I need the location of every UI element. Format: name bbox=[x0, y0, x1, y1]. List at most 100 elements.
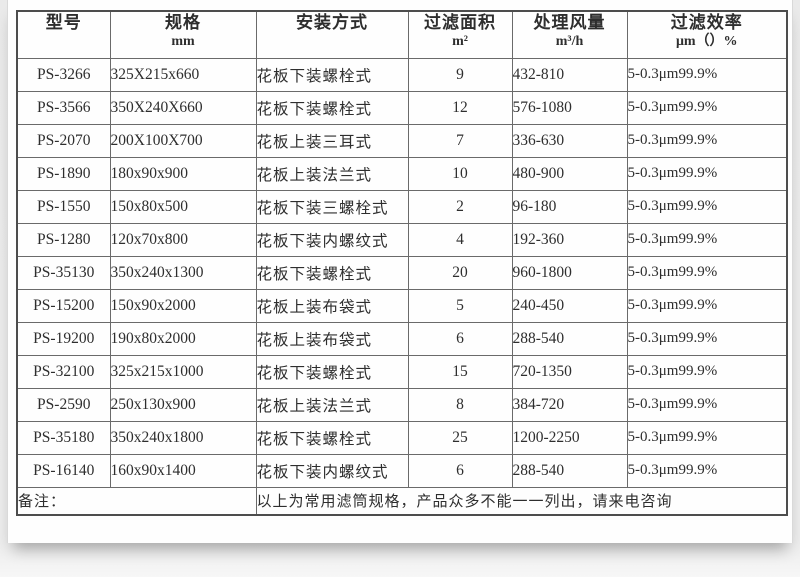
cell-spec: 250x130x900 bbox=[109, 387, 257, 422]
cell-airflow: 288-540 bbox=[511, 321, 628, 356]
cell-spec: 150x90x2000 bbox=[109, 288, 257, 323]
cell-model: PS-3566 bbox=[16, 90, 111, 125]
cell-area: 20 bbox=[407, 255, 513, 290]
cell-airflow: 720-1350 bbox=[511, 354, 628, 389]
cell-area: 4 bbox=[407, 222, 513, 257]
content-card: 型号 规格 mm 安装方式 过滤面积 m² bbox=[7, 0, 793, 543]
cell-efficiency: 5-0.3μm99.9% bbox=[626, 90, 788, 125]
column-unit: μm（）% bbox=[675, 34, 738, 49]
cell-model: PS-16140 bbox=[16, 453, 111, 488]
cell-install: 花板下装螺栓式 bbox=[255, 255, 409, 290]
cell-install: 花板上装法兰式 bbox=[255, 156, 409, 191]
column-header-install: 安装方式 bbox=[255, 10, 409, 59]
cell-efficiency: 5-0.3μm99.9% bbox=[626, 255, 788, 290]
table-row: PS-2590 250x130x900 花板上装法兰式 8 384-720 5-… bbox=[16, 387, 788, 422]
cell-efficiency: 5-0.3μm99.9% bbox=[626, 387, 788, 422]
table-row: PS-3566 350X240X660 花板下装螺栓式 12 576-1080 … bbox=[16, 90, 788, 125]
cell-area: 8 bbox=[407, 387, 513, 422]
cell-spec: 180x90x900 bbox=[109, 156, 257, 191]
table-row: PS-3266 325X215x660 花板下装螺栓式 9 432-810 5-… bbox=[16, 57, 788, 92]
cell-airflow: 336-630 bbox=[511, 123, 628, 158]
header-row: 型号 规格 mm 安装方式 过滤面积 m² bbox=[16, 10, 788, 59]
cell-model: PS-1280 bbox=[16, 222, 111, 257]
table-row: PS-16140 160x90x1400 花板下装内螺纹式 6 288-540 … bbox=[16, 453, 788, 488]
cell-install: 花板下装内螺纹式 bbox=[255, 222, 409, 257]
cell-install: 花板下装螺栓式 bbox=[255, 57, 409, 92]
cell-airflow: 384-720 bbox=[511, 387, 628, 422]
cell-area: 6 bbox=[407, 321, 513, 356]
cell-model: PS-1550 bbox=[16, 189, 111, 224]
cell-efficiency: 5-0.3μm99.9% bbox=[626, 321, 788, 356]
column-label: 型号 bbox=[45, 13, 82, 32]
cell-area: 6 bbox=[407, 453, 513, 488]
cell-spec: 150x80x500 bbox=[109, 189, 257, 224]
cell-spec: 190x80x2000 bbox=[109, 321, 257, 356]
cell-area: 12 bbox=[407, 90, 513, 125]
column-unit: mm bbox=[171, 34, 195, 49]
cell-install: 花板下装螺栓式 bbox=[255, 420, 409, 455]
column-label: 过滤效率 bbox=[670, 13, 743, 32]
cell-area: 10 bbox=[407, 156, 513, 191]
cell-spec: 350x240x1300 bbox=[109, 255, 257, 290]
table-row: PS-1890 180x90x900 花板上装法兰式 10 480-900 5-… bbox=[16, 156, 788, 191]
table-row: PS-1550 150x80x500 花板下装三螺栓式 2 96-180 5-0… bbox=[16, 189, 788, 224]
cell-area: 2 bbox=[407, 189, 513, 224]
cell-spec: 325x215x1000 bbox=[109, 354, 257, 389]
cell-install: 花板上装三耳式 bbox=[255, 123, 409, 158]
cell-airflow: 432-810 bbox=[511, 57, 628, 92]
column-label: 处理风量 bbox=[533, 13, 606, 32]
cell-model: PS-2070 bbox=[16, 123, 111, 158]
column-unit: m³/h bbox=[555, 34, 584, 49]
table-row: PS-35130 350x240x1300 花板下装螺栓式 20 960-180… bbox=[16, 255, 788, 290]
cell-efficiency: 5-0.3μm99.9% bbox=[626, 123, 788, 158]
cell-spec: 120x70x800 bbox=[109, 222, 257, 257]
cell-install: 花板上装布袋式 bbox=[255, 321, 409, 356]
table-row: PS-15200 150x90x2000 花板上装布袋式 5 240-450 5… bbox=[16, 288, 788, 323]
column-header-efficiency: 过滤效率 μm（）% bbox=[626, 10, 788, 59]
cell-model: PS-3266 bbox=[16, 57, 111, 92]
column-unit bbox=[257, 33, 407, 50]
remarks-label: 备注： bbox=[16, 486, 257, 516]
remarks-note: 以上为常用滤筒规格，产品众多不能一一列出，请来电咨询 bbox=[255, 486, 788, 516]
cell-install: 花板下装螺栓式 bbox=[255, 354, 409, 389]
cell-spec: 350x240x1800 bbox=[109, 420, 257, 455]
cell-area: 7 bbox=[407, 123, 513, 158]
cell-install: 花板上装布袋式 bbox=[255, 288, 409, 323]
table-row: PS-35180 350x240x1800 花板下装螺栓式 25 1200-22… bbox=[16, 420, 788, 455]
cell-airflow: 480-900 bbox=[511, 156, 628, 191]
table-row: PS-19200 190x80x2000 花板上装布袋式 6 288-540 5… bbox=[16, 321, 788, 356]
table-row: PS-32100 325x215x1000 花板下装螺栓式 15 720-135… bbox=[16, 354, 788, 389]
column-label: 过滤面积 bbox=[424, 13, 496, 32]
cell-airflow: 960-1800 bbox=[511, 255, 628, 290]
cell-efficiency: 5-0.3μm99.9% bbox=[626, 222, 788, 257]
cell-model: PS-19200 bbox=[16, 321, 111, 356]
cell-area: 9 bbox=[407, 57, 513, 92]
cell-install: 花板下装内螺纹式 bbox=[255, 453, 409, 488]
cell-model: PS-32100 bbox=[16, 354, 111, 389]
cell-model: PS-35130 bbox=[16, 255, 111, 290]
table-body: PS-3266 325X215x660 花板下装螺栓式 9 432-810 5-… bbox=[16, 57, 788, 516]
column-label: 规格 bbox=[165, 13, 201, 32]
cell-model: PS-1890 bbox=[16, 156, 111, 191]
cell-efficiency: 5-0.3μm99.9% bbox=[626, 288, 788, 323]
column-header-airflow: 处理风量 m³/h bbox=[511, 10, 628, 59]
cell-airflow: 240-450 bbox=[511, 288, 628, 323]
cell-install: 花板下装螺栓式 bbox=[255, 90, 409, 125]
cell-area: 5 bbox=[407, 288, 513, 323]
column-header-model: 型号 bbox=[16, 10, 111, 59]
cell-efficiency: 5-0.3μm99.9% bbox=[626, 354, 788, 389]
column-header-area: 过滤面积 m² bbox=[407, 10, 513, 59]
cell-area: 15 bbox=[407, 354, 513, 389]
cell-efficiency: 5-0.3μm99.9% bbox=[626, 420, 788, 455]
cell-efficiency: 5-0.3μm99.9% bbox=[626, 453, 788, 488]
filter-cartridge-spec-table: 型号 规格 mm 安装方式 过滤面积 m² bbox=[16, 10, 788, 516]
cell-install: 花板下装三螺栓式 bbox=[255, 189, 409, 224]
cell-airflow: 288-540 bbox=[511, 453, 628, 488]
cell-model: PS-2590 bbox=[16, 387, 111, 422]
table-header: 型号 规格 mm 安装方式 过滤面积 m² bbox=[16, 10, 788, 59]
table-row: PS-2070 200X100X700 花板上装三耳式 7 336-630 5-… bbox=[16, 123, 788, 158]
column-unit: m² bbox=[452, 34, 468, 49]
cell-spec: 200X100X700 bbox=[109, 123, 257, 158]
cell-model: PS-15200 bbox=[16, 288, 111, 323]
